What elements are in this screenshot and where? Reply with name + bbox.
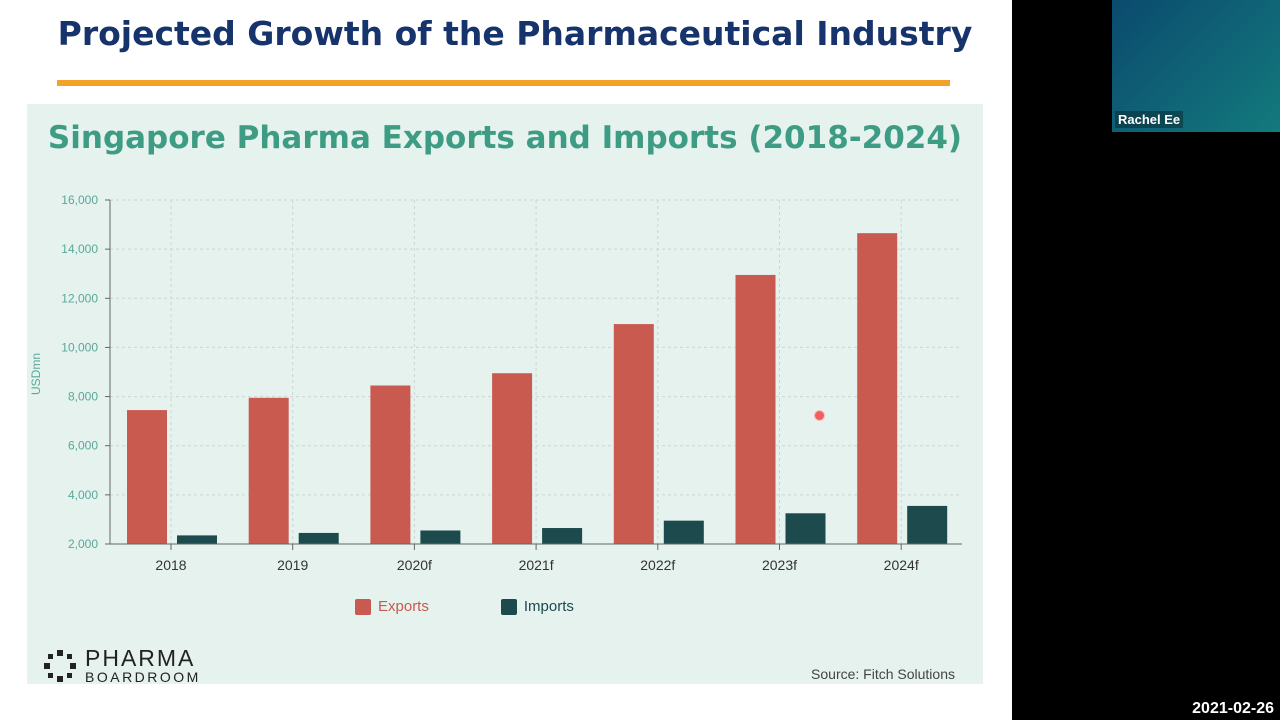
imports-swatch: [500, 598, 517, 615]
bar-exports-2018: [127, 410, 167, 544]
slide: Projected Growth of the Pharmaceutical I…: [0, 0, 1012, 720]
x-tick-label: 2019: [277, 557, 308, 573]
bar-imports-2021f: [542, 528, 583, 544]
exports-swatch: [355, 598, 371, 615]
y-tick-label: 16,000: [61, 193, 98, 207]
y-tick-label: 4,000: [68, 488, 98, 502]
pharma-boardroom-logo: PHARMA BOARDROOM: [43, 647, 201, 684]
logo-icon: [44, 649, 76, 682]
y-axis-label: USDmn: [29, 353, 43, 395]
y-tick-label: 12,000: [61, 291, 98, 305]
legend-exports: Exports: [355, 598, 429, 615]
x-tick-label: 2021f: [519, 557, 554, 573]
y-tick-label: 10,000: [61, 340, 98, 354]
participant-video[interactable]: Rachel Ee: [1112, 0, 1280, 132]
y-tick-label: 6,000: [68, 439, 98, 453]
slide-title: Projected Growth of the Pharmaceutical I…: [57, 14, 973, 53]
bar-exports-2019: [248, 397, 289, 544]
legend-label: Exports: [378, 598, 429, 615]
chart-title: Singapore Pharma Exports and Imports (20…: [47, 120, 963, 156]
bar-imports-2024f: [907, 505, 948, 544]
bar-imports-2019: [298, 532, 339, 544]
bar-imports-2022f: [663, 520, 704, 544]
bar-imports-2020f: [420, 530, 461, 544]
bar-imports-2018: [177, 535, 217, 544]
logo-line2: BOARDROOM: [85, 669, 201, 685]
logo-line1: PHARMA: [85, 645, 196, 671]
title-divider: [57, 80, 950, 86]
y-tick-label: 8,000: [68, 390, 98, 404]
bar-exports-2024f: [857, 233, 898, 544]
bar-exports-2022f: [613, 324, 654, 544]
date-stamp: 2021-02-26: [1192, 700, 1274, 717]
bar-exports-2023f: [735, 274, 776, 544]
bar-imports-2023f: [785, 513, 826, 544]
y-tick-label: 14,000: [61, 242, 98, 256]
chart-legend: Exports Imports: [355, 598, 574, 615]
x-tick-label: 2020f: [397, 557, 432, 573]
legend-label: Imports: [523, 598, 574, 615]
y-tick-label: 2,000: [68, 537, 98, 551]
bar-exports-2020f: [370, 385, 411, 544]
source-note: Source: Fitch Solutions: [811, 666, 955, 682]
bar-exports-2021f: [492, 373, 533, 544]
bar-chart: 2,000 4,000 6,000 8,000 10,000 12,000 14,000 16…: [29, 193, 962, 573]
participant-name: Rachel Ee: [1115, 111, 1184, 128]
x-tick-label: 2024f: [884, 557, 919, 573]
legend-imports: Imports: [500, 598, 574, 615]
x-tick-label: 2018: [155, 557, 186, 573]
chart-panel: Singapore Pharma Exports and Imports (20…: [27, 104, 983, 684]
pointer-cursor: [814, 410, 825, 421]
x-tick-label: 2022f: [640, 557, 675, 573]
x-tick-label: 2023f: [762, 557, 797, 573]
